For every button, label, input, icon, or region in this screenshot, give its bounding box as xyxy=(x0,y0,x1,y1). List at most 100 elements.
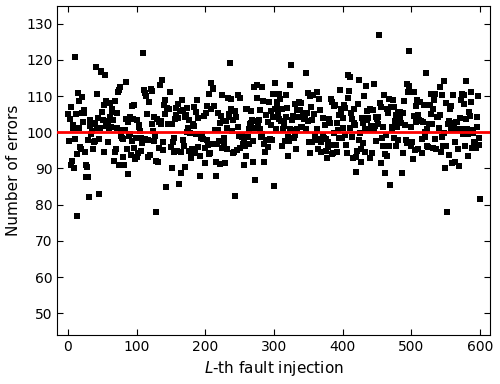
Point xyxy=(158,121,166,127)
Point xyxy=(282,114,290,120)
Point xyxy=(280,123,288,129)
Point xyxy=(122,116,130,122)
Point xyxy=(404,89,412,95)
Point xyxy=(376,160,384,166)
Point xyxy=(70,55,78,61)
Point xyxy=(228,128,236,134)
Point xyxy=(378,135,386,141)
Point xyxy=(123,146,131,152)
Point xyxy=(414,146,422,152)
Point xyxy=(126,131,134,137)
Point xyxy=(442,143,450,149)
Point xyxy=(332,142,340,148)
Point xyxy=(128,138,136,144)
Point xyxy=(70,125,78,131)
Point xyxy=(182,129,190,135)
Point xyxy=(122,79,130,85)
Point xyxy=(162,111,170,118)
Point xyxy=(166,121,174,127)
Point xyxy=(370,81,378,87)
Point xyxy=(250,138,258,144)
Point xyxy=(422,143,430,149)
Point xyxy=(292,107,300,113)
Point xyxy=(268,114,276,120)
Point xyxy=(132,117,140,123)
Point xyxy=(242,106,250,112)
Point xyxy=(375,31,383,38)
Point xyxy=(334,112,342,118)
Point xyxy=(465,109,473,115)
Point xyxy=(420,102,428,108)
Point xyxy=(306,150,314,156)
Point xyxy=(294,126,302,132)
Point xyxy=(178,97,186,103)
Point xyxy=(101,72,109,78)
Point xyxy=(277,118,285,124)
Point xyxy=(285,138,293,144)
Point xyxy=(213,141,221,147)
Point xyxy=(454,119,462,125)
Point xyxy=(344,71,351,78)
Point xyxy=(194,144,202,150)
Point xyxy=(284,152,292,159)
Point xyxy=(258,131,266,137)
Point xyxy=(106,114,114,120)
Point xyxy=(228,96,235,102)
Point xyxy=(446,103,454,109)
Point xyxy=(350,106,358,112)
Point xyxy=(233,147,241,153)
Point xyxy=(345,88,353,94)
Point xyxy=(297,100,305,106)
Point xyxy=(66,116,74,122)
Point xyxy=(435,125,443,131)
Point xyxy=(346,126,354,132)
Point xyxy=(208,141,216,147)
Point xyxy=(98,68,106,74)
Point xyxy=(398,110,406,116)
Point xyxy=(328,99,336,106)
Point xyxy=(276,91,283,98)
Point xyxy=(148,88,156,94)
Point xyxy=(336,110,344,116)
Point xyxy=(362,149,370,156)
Point xyxy=(452,139,460,145)
Point xyxy=(398,170,406,176)
Point xyxy=(390,104,398,110)
Point xyxy=(421,129,429,136)
Point xyxy=(360,93,368,99)
Point xyxy=(385,96,393,103)
Point xyxy=(418,150,426,156)
Point xyxy=(402,137,410,143)
Point xyxy=(206,106,214,112)
Point xyxy=(289,126,297,132)
Point xyxy=(411,147,419,153)
Point xyxy=(362,83,370,89)
Point xyxy=(329,149,337,156)
Point xyxy=(119,136,127,142)
Point xyxy=(428,91,436,97)
Point xyxy=(187,156,195,162)
Point xyxy=(366,155,374,161)
Point xyxy=(423,126,431,132)
Point xyxy=(143,111,151,118)
Point xyxy=(174,101,182,107)
Point xyxy=(228,150,236,156)
Point xyxy=(212,159,220,165)
Point xyxy=(255,117,263,123)
Point xyxy=(400,122,408,129)
Point xyxy=(92,124,100,131)
Point xyxy=(218,144,226,151)
Point xyxy=(272,104,280,110)
Point xyxy=(140,86,148,93)
Point xyxy=(190,122,198,129)
Point xyxy=(254,94,262,101)
Point xyxy=(275,116,283,122)
Point xyxy=(304,90,312,96)
Point xyxy=(404,83,412,89)
Point xyxy=(470,139,478,146)
Point xyxy=(344,95,352,101)
Point xyxy=(252,118,260,124)
Point xyxy=(81,149,89,155)
Point xyxy=(164,106,172,113)
Point xyxy=(326,142,334,148)
